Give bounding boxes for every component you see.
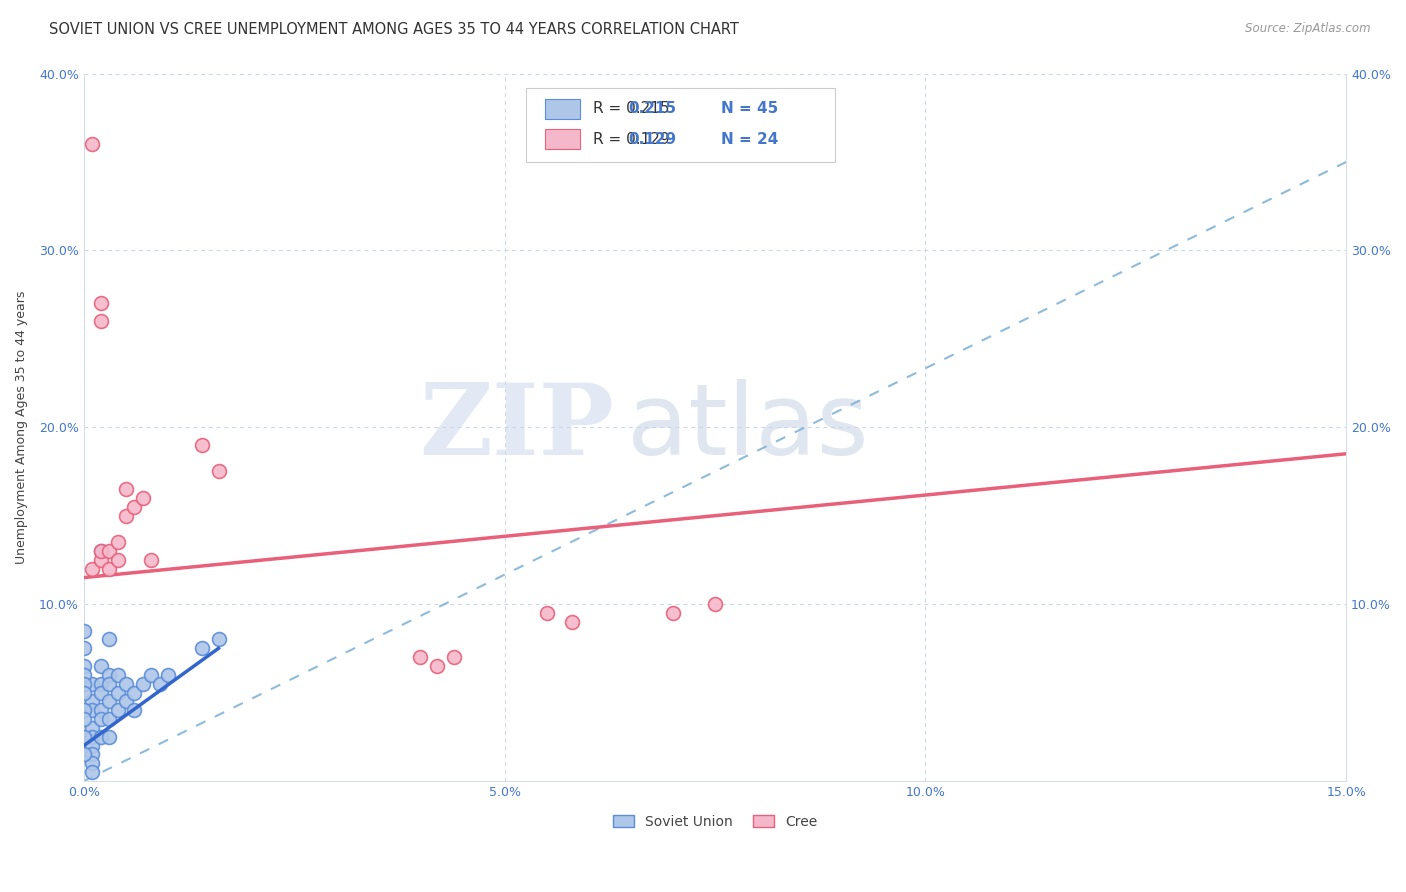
Text: Source: ZipAtlas.com: Source: ZipAtlas.com (1246, 22, 1371, 36)
Point (82, 747, 104, 762)
Point (82, 730, 104, 744)
Point (90, 730, 112, 744)
Point (82, 562, 104, 576)
Point (115, 508, 138, 523)
Point (98, 668, 121, 682)
Text: SOVIET UNION VS CREE UNEMPLOYMENT AMONG AGES 35 TO 44 YEARS CORRELATION CHART: SOVIET UNION VS CREE UNEMPLOYMENT AMONG … (49, 22, 740, 37)
Point (107, 668, 129, 682)
Text: N = 45: N = 45 (721, 102, 779, 116)
Point (704, 597, 727, 611)
Point (73, 676, 96, 690)
Point (115, 676, 138, 690)
Point (190, 438, 212, 452)
Point (156, 668, 179, 682)
Text: ZIP: ZIP (419, 379, 614, 475)
Text: atlas: atlas (627, 379, 869, 475)
Text: R = 0.129: R = 0.129 (592, 132, 669, 147)
Point (141, 553, 163, 567)
Point (426, 659, 449, 673)
Point (90, 712, 112, 726)
Point (90, 553, 112, 567)
Point (536, 606, 558, 620)
Point (90, 659, 112, 673)
Point (107, 703, 129, 717)
Point (124, 685, 146, 699)
Point (409, 650, 432, 665)
Point (124, 500, 146, 514)
Point (98, 694, 121, 708)
Point (82, 756, 104, 771)
Point (662, 606, 685, 620)
Point (98, 676, 121, 690)
Text: 0.215: 0.215 (628, 102, 676, 116)
Point (82, 676, 104, 690)
Point (82, 137, 104, 152)
Y-axis label: Unemployment Among Ages 35 to 44 years: Unemployment Among Ages 35 to 44 years (15, 291, 28, 564)
Point (132, 491, 155, 505)
Point (73, 668, 96, 682)
Point (190, 641, 212, 656)
Point (73, 624, 96, 638)
Point (149, 676, 172, 690)
Bar (544, 129, 581, 149)
Point (115, 482, 138, 496)
Text: R = 0.215: R = 0.215 (592, 102, 669, 116)
Point (90, 544, 112, 558)
Point (98, 562, 121, 576)
Point (98, 544, 121, 558)
Legend: Soviet Union, Cree: Soviet Union, Cree (607, 809, 823, 834)
Point (90, 314, 112, 328)
Point (107, 685, 129, 699)
Point (73, 703, 96, 717)
Point (73, 730, 96, 744)
Text: N = 24: N = 24 (721, 132, 779, 147)
Point (73, 712, 96, 726)
Point (98, 712, 121, 726)
Point (82, 694, 104, 708)
Point (90, 685, 112, 699)
Point (132, 676, 155, 690)
Point (207, 465, 229, 479)
Point (141, 668, 163, 682)
Point (561, 615, 583, 629)
Point (124, 703, 146, 717)
Point (90, 703, 112, 717)
Point (90, 544, 112, 558)
Point (90, 296, 112, 310)
Point (82, 765, 104, 780)
Point (98, 730, 121, 744)
Point (73, 641, 96, 656)
Point (98, 632, 121, 647)
Point (82, 739, 104, 753)
Point (82, 721, 104, 735)
Point (82, 703, 104, 717)
Point (90, 676, 112, 690)
Point (107, 535, 129, 549)
Point (443, 650, 465, 665)
FancyBboxPatch shape (526, 87, 835, 162)
Point (207, 632, 229, 647)
Point (73, 747, 96, 762)
Text: 0.129: 0.129 (628, 132, 676, 147)
Point (73, 659, 96, 673)
Point (73, 685, 96, 699)
Point (107, 553, 129, 567)
Point (115, 694, 138, 708)
Bar (544, 99, 581, 119)
